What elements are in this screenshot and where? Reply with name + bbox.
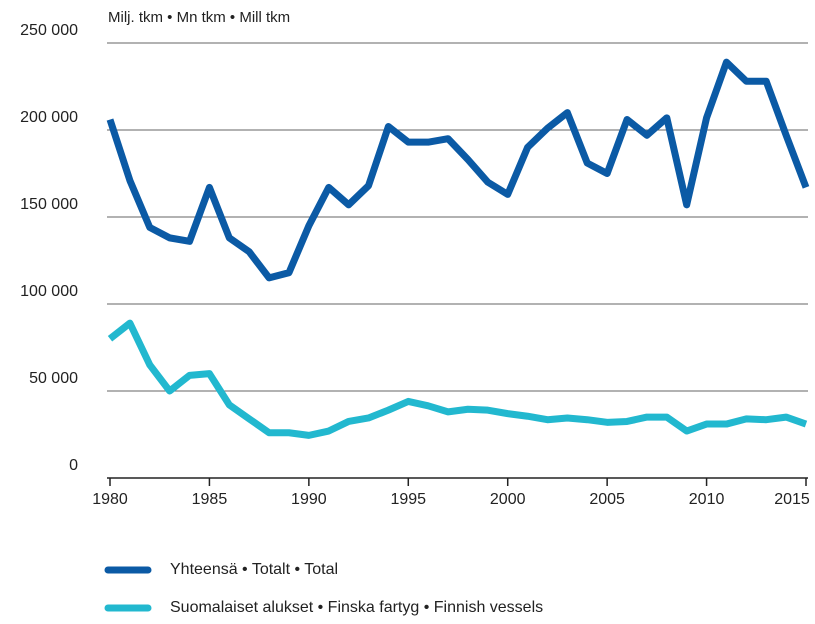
- axis-unit-label: Milj. tkm • Mn tkm • Mill tkm: [108, 9, 290, 26]
- x-tick-label: 1990: [291, 491, 327, 508]
- series-line: [106, 58, 810, 282]
- y-tick-label: 200 000: [20, 109, 78, 126]
- legend-label: Yhteensä • Totalt • Total: [170, 561, 338, 578]
- x-tick-label: 2010: [689, 491, 725, 508]
- series-line: [107, 319, 808, 439]
- x-tick-label: 2015: [774, 491, 810, 508]
- y-tick-label: 0: [69, 457, 78, 474]
- y-tick-label: 50 000: [29, 370, 78, 387]
- x-tick-label: 1980: [92, 491, 128, 508]
- x-tick-label: 2005: [589, 491, 625, 508]
- y-tick-label: 150 000: [20, 196, 78, 213]
- x-tick-label: 1995: [390, 491, 426, 508]
- x-tick-label: 2000: [490, 491, 526, 508]
- y-tick-label: 100 000: [20, 283, 78, 300]
- x-tick-label: 1985: [192, 491, 228, 508]
- legend-label: Suomalaiset alukset • Finska fartyg • Fi…: [170, 599, 543, 616]
- y-tick-label: 250 000: [20, 22, 78, 39]
